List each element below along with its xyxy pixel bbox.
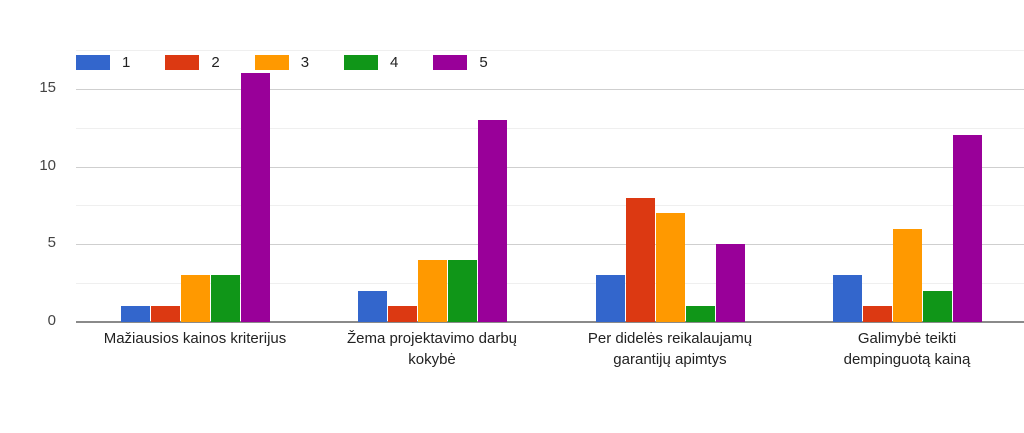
legend-swatch-icon [76, 55, 110, 70]
legend-label: 4 [390, 54, 399, 71]
legend-label: 5 [479, 54, 488, 71]
bar-series-4-category-3[interactable] [686, 306, 715, 322]
bar-series-2-category-3[interactable] [626, 198, 655, 322]
gridline [76, 128, 1024, 129]
bar-series-4-category-4[interactable] [923, 291, 952, 322]
bar-series-1-category-3[interactable] [596, 275, 625, 322]
legend-swatch-icon [254, 55, 289, 70]
bar-series-4-category-2[interactable] [448, 260, 477, 322]
bar-series-5-category-1[interactable] [241, 73, 270, 322]
legend-item-5[interactable]: 5 [433, 54, 488, 71]
bar-series-2-category-1[interactable] [151, 306, 180, 322]
legend-item-2[interactable]: 2 [165, 54, 220, 71]
bar-series-5-category-2[interactable] [478, 120, 507, 322]
bar-series-2-category-4[interactable] [863, 306, 892, 322]
x-category-label-line: kokybė [408, 351, 456, 368]
legend-item-3[interactable]: 3 [254, 54, 310, 71]
x-axis-baseline [76, 321, 1024, 323]
legend-label: 1 [122, 54, 131, 71]
bar-series-3-category-2[interactable] [418, 260, 447, 322]
y-tick-label: 15 [39, 79, 56, 96]
legend-item-4[interactable]: 4 [344, 54, 398, 71]
legend: 1 2 3 4 5 [76, 54, 523, 71]
y-tick-label: 10 [39, 157, 56, 174]
bar-series-3-category-3[interactable] [656, 213, 685, 322]
x-category-label-line: dempinguotą kainą [843, 351, 971, 368]
legend-swatch-icon [433, 55, 468, 70]
x-category-label: Per didelės reikalaujamų garantijų apimty… [555, 328, 785, 370]
gridline [76, 167, 1024, 168]
bar-series-1-category-1[interactable] [121, 306, 150, 322]
x-category-label-line: Mažiausios kainos kriterijus [103, 330, 287, 347]
x-category-label-line: Galimybė teikti [857, 330, 957, 347]
x-category-label-line: Per didelės reikalaujamų [587, 330, 753, 347]
bar-series-5-category-4[interactable] [953, 135, 982, 322]
bar-series-3-category-1[interactable] [181, 275, 210, 322]
x-category-label-line: garantijų apimtys [613, 351, 727, 368]
x-category-label-line: Žema projektavimo darbų [346, 330, 518, 347]
gridline [76, 50, 1024, 51]
x-category-label: Galimybė teikti dempinguotą kainą [792, 328, 1022, 370]
y-tick-label: 0 [47, 312, 56, 329]
legend-swatch-icon [344, 55, 379, 70]
gridline [76, 244, 1024, 245]
bar-series-1-category-2[interactable] [358, 291, 387, 322]
legend-label: 2 [211, 54, 220, 71]
bar-series-4-category-1[interactable] [211, 275, 240, 322]
gridline [76, 283, 1024, 284]
bar-series-1-category-4[interactable] [833, 275, 862, 322]
bar-series-5-category-3[interactable] [716, 244, 745, 322]
legend-item-1[interactable]: 1 [76, 54, 130, 71]
x-category-label: Mažiausios kainos kriterijus [80, 328, 310, 349]
y-tick-label: 5 [47, 234, 56, 251]
bar-series-3-category-4[interactable] [893, 229, 922, 322]
bar-series-2-category-2[interactable] [388, 306, 417, 322]
gridline [76, 205, 1024, 206]
legend-swatch-icon [165, 55, 200, 70]
legend-label: 3 [300, 54, 310, 71]
gridline [76, 89, 1024, 90]
x-category-label: Žema projektavimo darbų kokybė [317, 328, 547, 370]
